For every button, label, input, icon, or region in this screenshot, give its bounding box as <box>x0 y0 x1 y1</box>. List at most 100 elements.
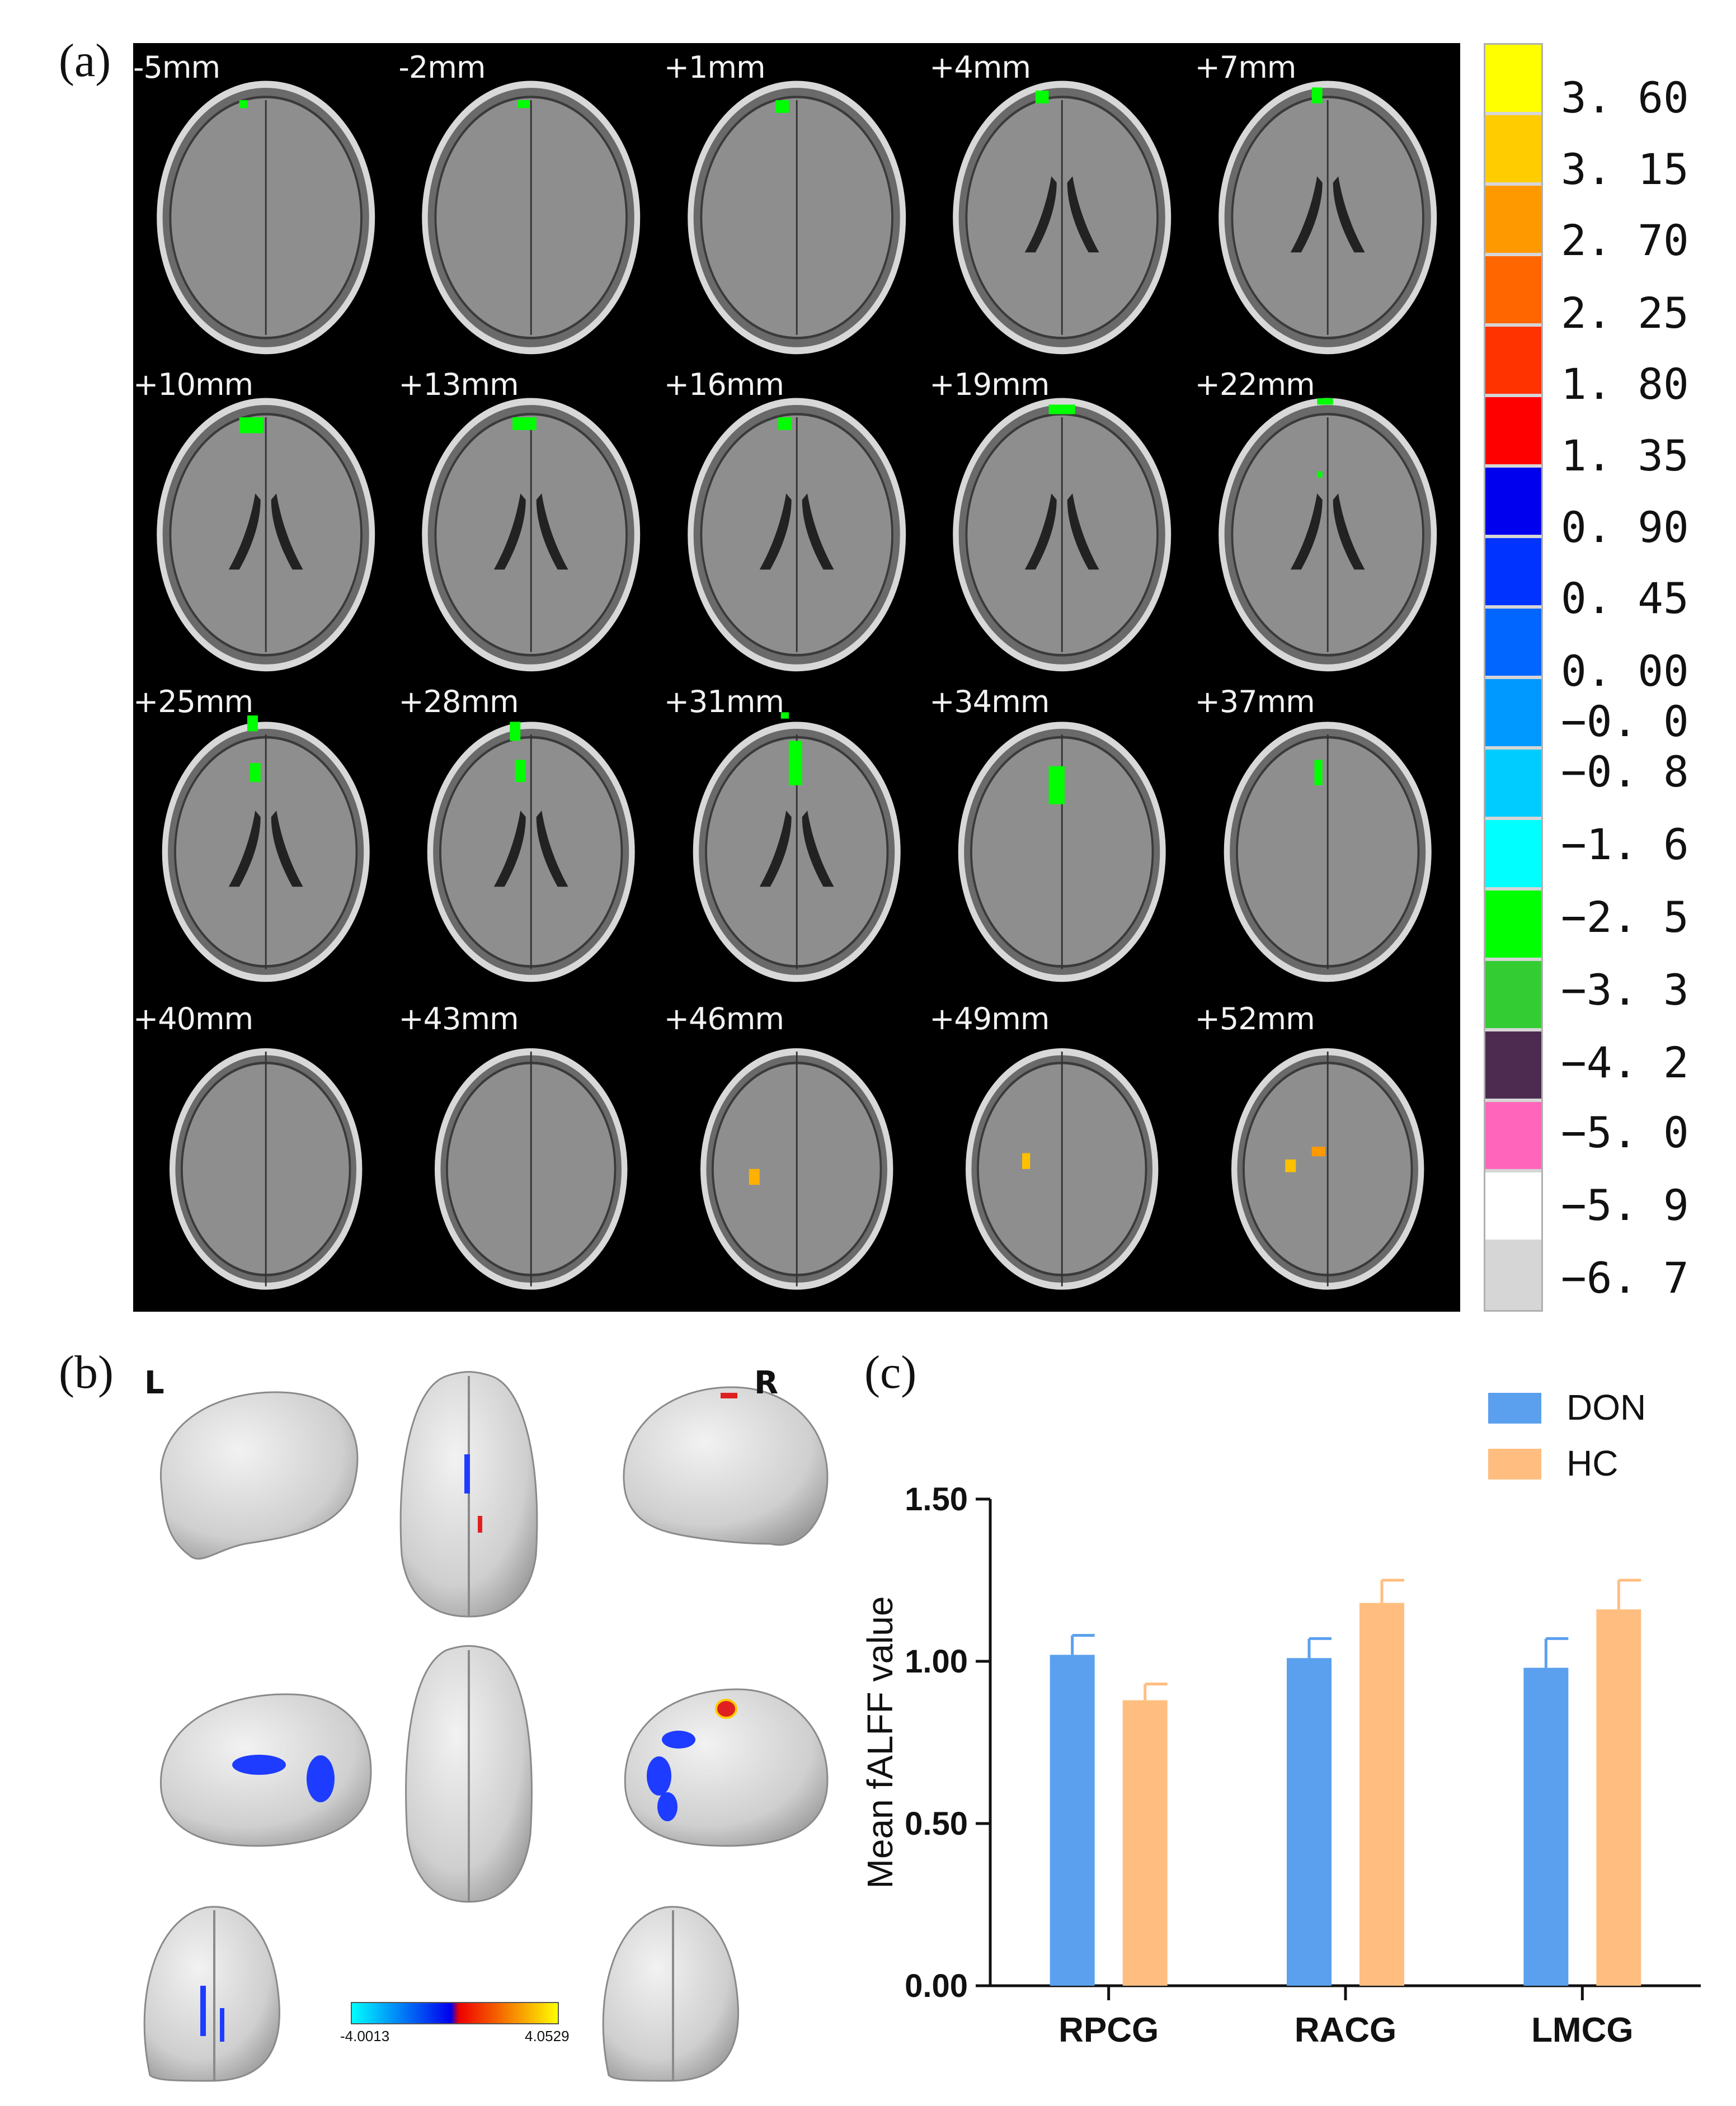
colorbar-tick-label: 0. 45 <box>1561 573 1689 623</box>
colorbar-swatch <box>1485 535 1541 605</box>
colorbar-ticks: 3. 60 3. 15 2. 70 2. 25 1. 80 1. 35 0. 90 0. 45… <box>1561 43 1729 1312</box>
colorbar-tick-label: 2. 70 <box>1561 215 1689 265</box>
bar-hc <box>1122 1700 1168 1986</box>
y-tick-label: 0.50 <box>905 1806 968 1842</box>
brain-slice-image <box>953 81 1172 355</box>
brain-slice-image <box>435 1048 628 1290</box>
bar-hc <box>1596 1609 1641 1986</box>
axial-slice: +40mm <box>133 995 398 1312</box>
brain-slice-image <box>1224 722 1432 982</box>
axial-slice: +19mm <box>929 360 1194 677</box>
y-tick-label: 1.50 <box>905 1481 968 1518</box>
mini-scale-bar <box>351 2002 559 2024</box>
axial-slice: +43mm <box>398 995 664 1312</box>
activation-cluster <box>515 760 526 783</box>
colorbar-tick-label: 3. 15 <box>1561 144 1689 194</box>
brain-slice-image <box>422 81 641 355</box>
left-hemisphere-label: L <box>144 1365 164 1401</box>
colorbar-tick-label: 0. 00 <box>1561 646 1689 696</box>
colorbar-tick-label: −4. 2 <box>1561 1038 1689 1087</box>
colorbar-swatch <box>1485 394 1541 464</box>
colorbar-tick-label: −1. 6 <box>1561 819 1689 869</box>
colorbar-swatch <box>1485 676 1541 746</box>
slice-label: +19mm <box>929 367 1050 402</box>
colorbar-tick-label: −0. 0 <box>1561 696 1689 746</box>
colorbar-tick-label: 3. 60 <box>1561 73 1689 123</box>
activation-cluster <box>510 722 521 741</box>
colorbar-swatch <box>1485 1099 1541 1169</box>
slice-label: +34mm <box>929 684 1050 719</box>
brain-slice-image <box>700 1048 893 1290</box>
brain-anterior <box>143 1906 280 2082</box>
axial-slice: +16mm <box>664 360 929 677</box>
slice-label: +46mm <box>664 1001 784 1036</box>
axial-slice: +31mm <box>664 677 929 995</box>
slice-label: +1mm <box>664 50 766 85</box>
activation-cluster <box>239 100 247 109</box>
brain-slice-image <box>157 398 375 672</box>
brain-slice-image <box>427 722 636 982</box>
activation-cluster <box>1022 1153 1031 1169</box>
bar-hc <box>1359 1603 1404 1986</box>
scale-max-label: 4.0529 <box>525 2028 570 2044</box>
slice-label: +43mm <box>398 1001 519 1036</box>
colorbar-swatch <box>1485 464 1541 535</box>
slice-label: +16mm <box>664 367 784 402</box>
colorbar-tick-label: 1. 80 <box>1561 359 1689 409</box>
brain-slice-image <box>693 712 901 982</box>
slice-label: +25mm <box>133 684 253 719</box>
axial-slice: -5mm <box>133 43 398 360</box>
bar-chart-svg: 0.00 0.50 1.00 1.50 Mean fALFF value RPCG RACG… <box>860 1387 1701 2050</box>
brain-slice-image <box>169 1048 363 1290</box>
slice-label: +28mm <box>398 684 519 719</box>
colorbar-tick-label: 1. 35 <box>1561 431 1689 480</box>
brain-slice-image <box>1218 81 1437 355</box>
colorbar-swatch <box>1485 958 1541 1028</box>
colorbar-swatch <box>1485 1169 1541 1240</box>
bar-don <box>1523 1667 1569 1986</box>
brain-slice-image <box>162 715 370 982</box>
slice-label: -2mm <box>398 50 486 85</box>
axial-slice: +22mm <box>1195 360 1460 677</box>
category-label: LMCG <box>1531 2011 1634 2050</box>
activation-cluster <box>247 715 258 732</box>
activation-cluster <box>1311 1147 1325 1157</box>
brain-slice-image <box>422 398 641 672</box>
brain-slice-image <box>953 398 1172 672</box>
brain-slice-image <box>1231 1048 1424 1290</box>
slice-label: +13mm <box>398 367 519 402</box>
slice-label: +52mm <box>1194 1001 1315 1036</box>
axial-slice: -2mm <box>398 43 664 360</box>
colorbar-tick-label: −5. 9 <box>1561 1180 1689 1230</box>
slice-label: +4mm <box>929 50 1031 85</box>
bar-don <box>1287 1658 1332 1986</box>
legend-swatch-don <box>1488 1393 1541 1424</box>
brain-slice-image <box>688 81 906 355</box>
legend-label: HC <box>1566 1443 1618 1483</box>
legend-label: DON <box>1566 1387 1646 1427</box>
activation-cluster <box>1048 404 1076 414</box>
axial-slice: +10mm <box>133 360 398 677</box>
scale-min-label: -4.0013 <box>340 2028 390 2044</box>
colorbar-swatch <box>1485 45 1541 112</box>
colorbar-swatch <box>1485 746 1541 817</box>
colorbar-swatch <box>1485 323 1541 394</box>
colorbar-swatch <box>1485 1240 1541 1310</box>
panel-a-letter: (a) <box>59 35 111 87</box>
axial-slice: +1mm <box>664 43 929 360</box>
activation-cluster <box>749 1169 760 1185</box>
slice-label: +49mm <box>929 1001 1050 1036</box>
slice-label: +37mm <box>1194 684 1315 719</box>
axial-slice: +28mm <box>398 677 664 995</box>
brain-slice-image <box>1218 398 1437 672</box>
activation-cluster <box>250 763 261 783</box>
axial-slice: +25mm <box>133 677 398 995</box>
colorbar-swatch <box>1485 605 1541 676</box>
axial-slice: +4mm <box>929 43 1194 360</box>
y-tick-label: 0.00 <box>905 1968 968 2004</box>
fALFF-bar-chart: 0.00 0.50 1.00 1.50 Mean fALFF value RPCG RACG… <box>839 1382 1723 2103</box>
slice-label: +10mm <box>133 367 253 402</box>
activation-cluster <box>1314 760 1323 785</box>
brain-slice-image <box>966 1048 1159 1290</box>
axial-slice: +37mm <box>1195 677 1460 995</box>
